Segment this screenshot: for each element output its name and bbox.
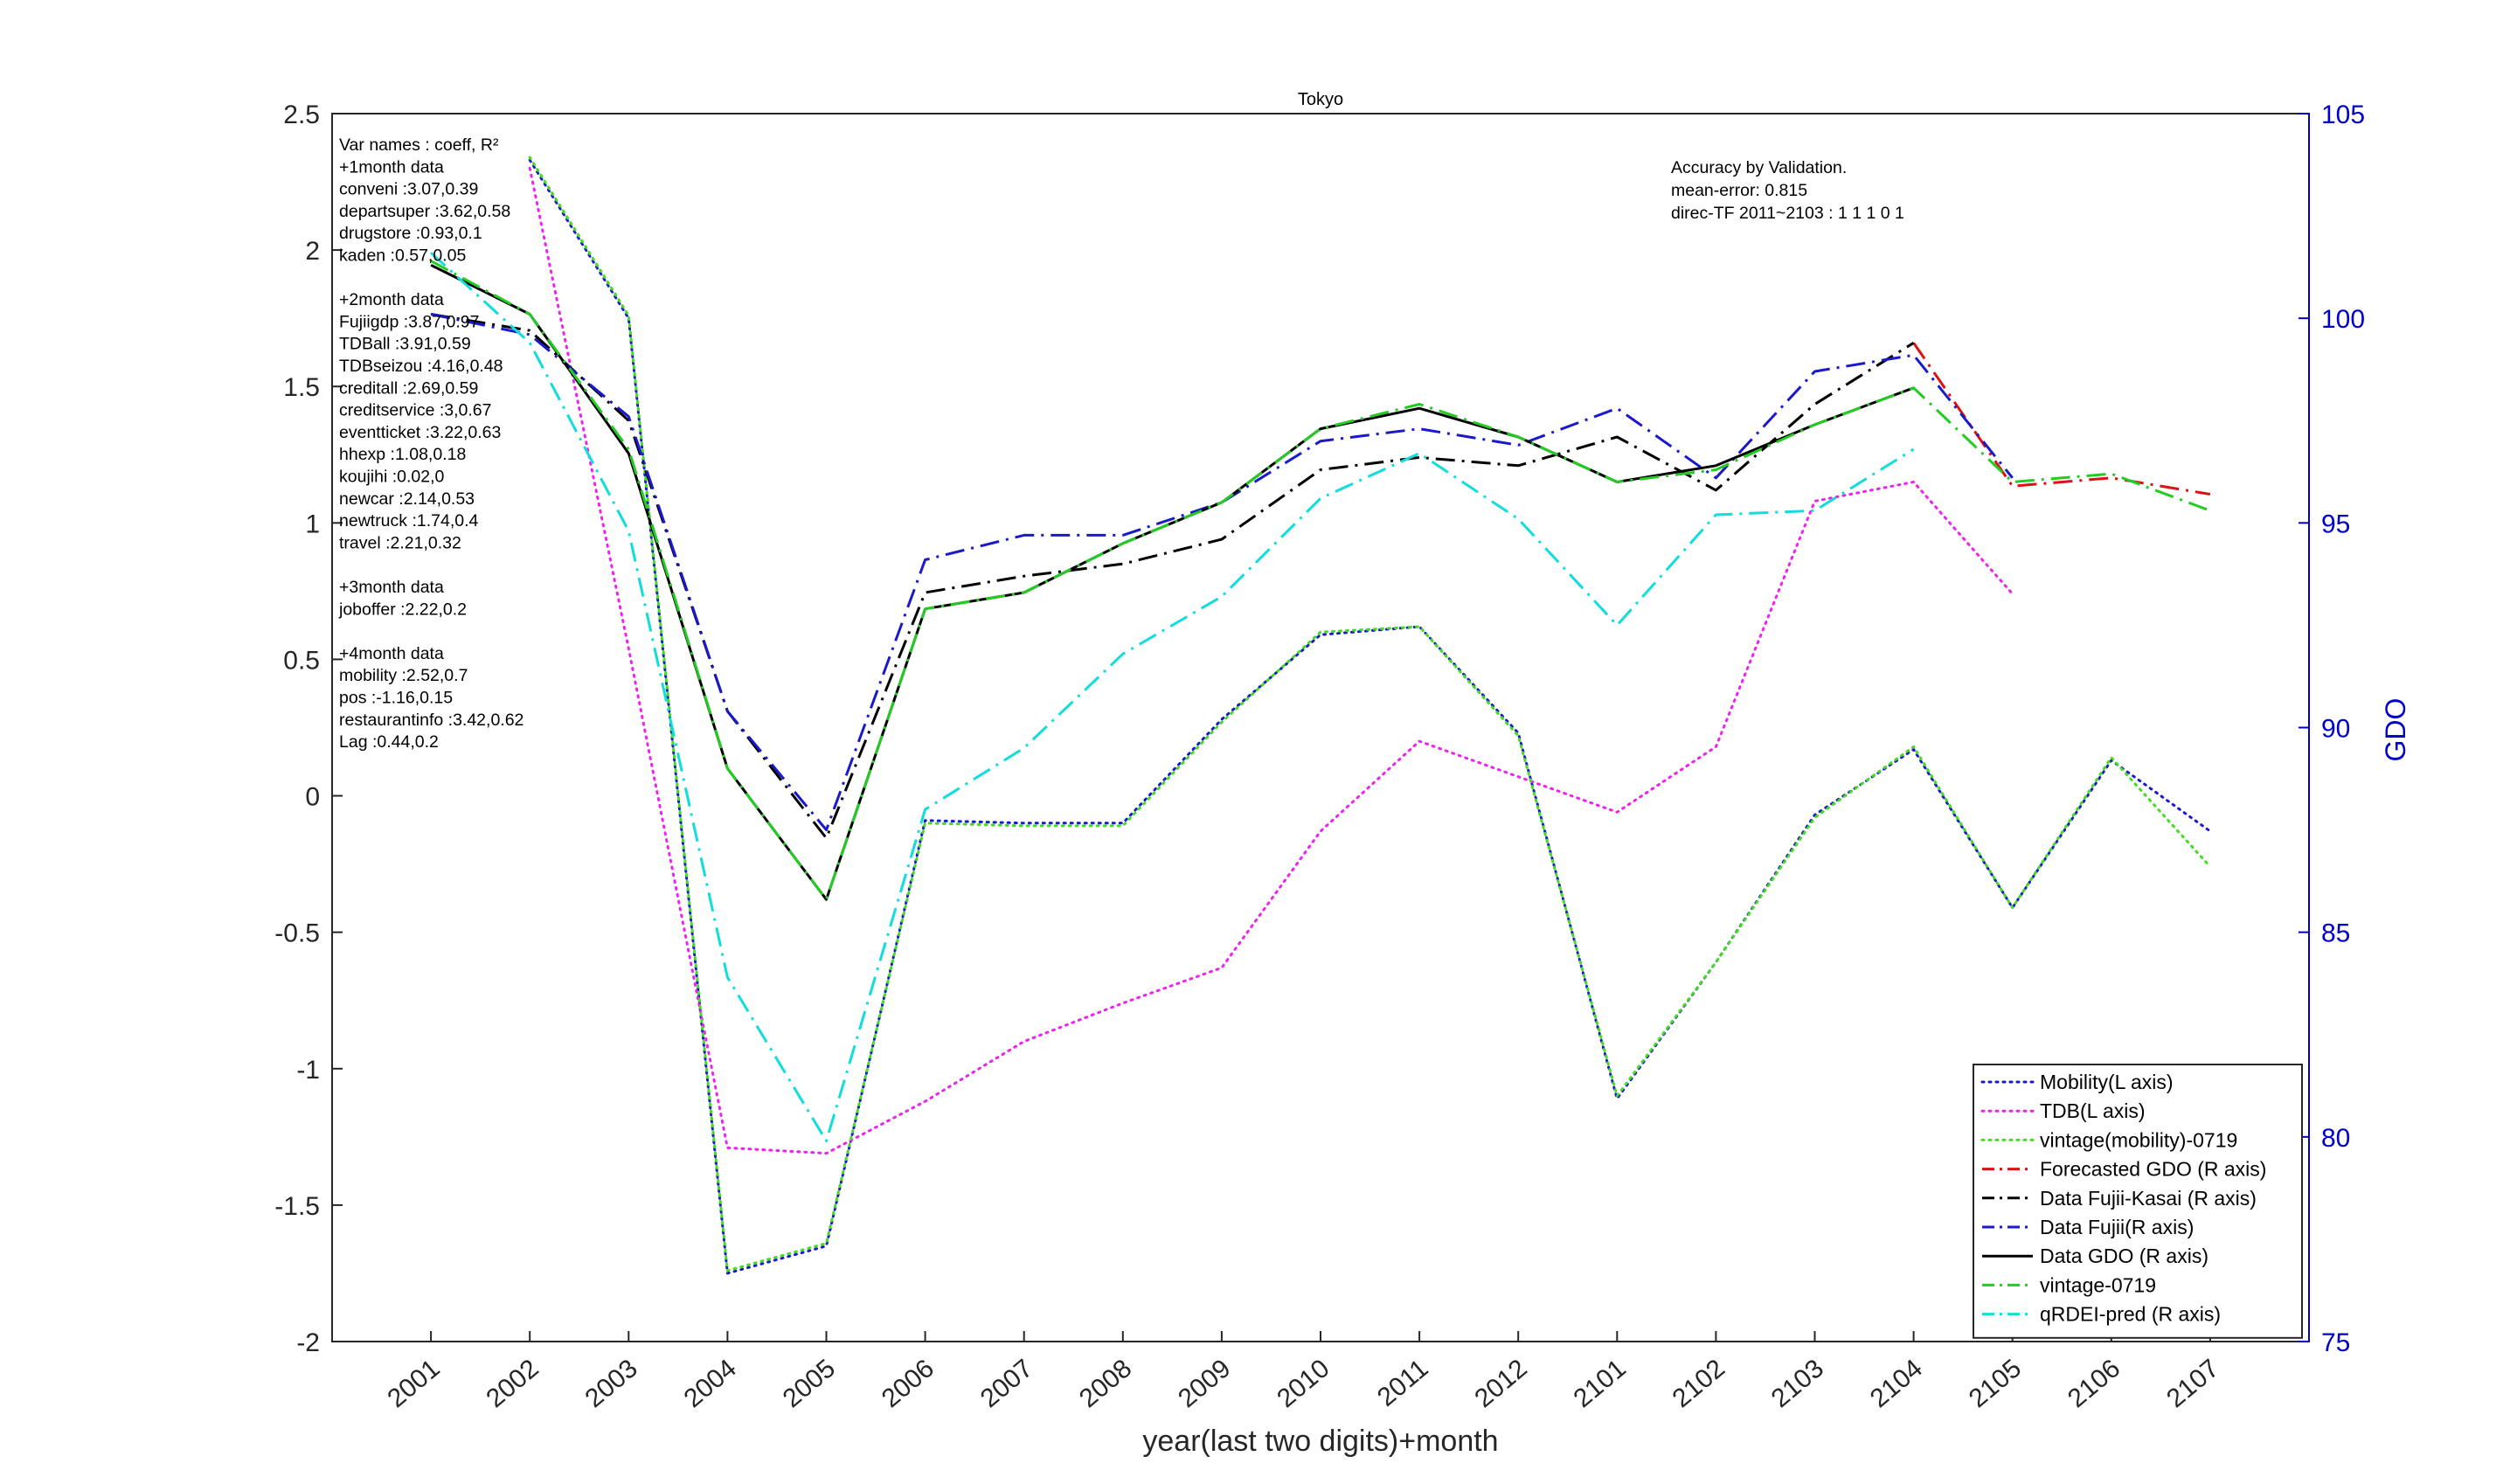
- var-names-line: travel :2.21,0.32: [339, 533, 461, 552]
- right-tick-label: 95: [2321, 510, 2350, 538]
- var-names-line: newtruck :1.74,0.4: [339, 511, 478, 530]
- right-tick-label: 90: [2321, 715, 2350, 744]
- series-layer: [430, 156, 2212, 1275]
- left-tick-label: 1.5: [283, 373, 320, 402]
- series-line: [528, 166, 2014, 1155]
- x-tick-label: 2106: [2063, 1354, 2125, 1413]
- x-tick-label: 2104: [1865, 1354, 1928, 1413]
- var-names-line: Var names : coeff, R²: [339, 135, 499, 155]
- right-axis-label: GDO: [2380, 698, 2411, 762]
- var-names-line: Fujiigdp :3.87,0.97: [339, 312, 479, 331]
- x-tick-label: 2011: [1372, 1354, 1434, 1412]
- right-tick-label: 100: [2321, 305, 2365, 334]
- x-tick-label: 2101: [1568, 1354, 1631, 1413]
- var-names-annotation: Var names : coeff, R²+1month data conveni…: [338, 135, 524, 752]
- legend-label: vintage-0719: [2040, 1273, 2156, 1296]
- x-tick-label: 2105: [1964, 1354, 2027, 1413]
- var-names-line: newcar :2.14,0.53: [339, 489, 475, 509]
- var-names-line: creditservice :3,0.67: [339, 401, 492, 420]
- var-names-line: TDBseizou :4.16,0.48: [339, 357, 503, 376]
- var-names-line: eventticket :3.22,0.63: [339, 423, 501, 442]
- x-tick-label: 2004: [679, 1354, 742, 1413]
- accuracy-annotation: Accuracy by Validation. mean-error: 0.815…: [1671, 158, 1904, 223]
- var-names-line: mobility :2.52,0.7: [339, 666, 468, 685]
- var-names-line: drugstore :0.93,0.1: [339, 224, 482, 243]
- left-tick-label: 0: [305, 783, 320, 812]
- x-tick-label: 2102: [1668, 1354, 1730, 1413]
- x-tick-label: 2002: [481, 1354, 544, 1413]
- left-tick-label: 2: [305, 237, 320, 266]
- var-names-line: TDBall :3.91,0.59: [339, 335, 471, 354]
- left-tick-label: 2.5: [283, 101, 320, 129]
- left-tick-label: -1: [296, 1056, 320, 1085]
- right-tick-label: 80: [2321, 1124, 2350, 1153]
- var-names-line: kaden :0.57,0.05: [339, 246, 466, 266]
- legend-label: TDB(L axis): [2040, 1099, 2146, 1122]
- left-tick-label: -0.5: [274, 919, 320, 948]
- right-tick-label: 75: [2321, 1328, 2350, 1357]
- x-tick-label: 2010: [1272, 1354, 1335, 1413]
- var-names-line: joboffer :2.22,0.2: [338, 600, 467, 619]
- legend: Mobility(L axis) TDB(L axis) vintage(mobil…: [1973, 1064, 2303, 1339]
- x-tick-label: 2001: [382, 1354, 445, 1413]
- var-names-line: +4month data: [339, 644, 444, 663]
- var-names-line: restaurantinfo :3.42,0.62: [339, 711, 524, 730]
- var-names-line: Lag :0.44,0.2: [339, 732, 439, 752]
- x-tick-label: 2107: [2161, 1354, 2224, 1413]
- var-names-line: +3month data: [339, 578, 444, 597]
- x-tick-label: 2003: [579, 1354, 642, 1413]
- left-tick-label: 0.5: [283, 646, 320, 675]
- series-line: [528, 158, 2212, 1275]
- series-line: [430, 313, 2014, 832]
- legend-label: Mobility(L axis): [2040, 1071, 2174, 1093]
- series-line: [528, 156, 2212, 1272]
- var-names-line: creditall :2.69,0.59: [339, 378, 478, 398]
- legend-label: Forecasted GDO (R axis): [2040, 1158, 2266, 1181]
- accuracy-line: mean-error: 0.815: [1671, 181, 1807, 200]
- right-axis: 75 80 85 90 95 100 105: [2299, 101, 2365, 1357]
- var-names-line: hhexp :1.08,0.18: [339, 445, 466, 464]
- left-tick-label: 1: [305, 510, 320, 538]
- x-tick-label: 2103: [1766, 1354, 1829, 1413]
- var-names-line: koujihi :0.02,0: [339, 468, 444, 487]
- x-axis-label: year(last two digits)+month: [1142, 1425, 1498, 1458]
- x-tick-label: 2007: [975, 1354, 1038, 1413]
- legend-label: Data Fujii-Kasai (R axis): [2040, 1187, 2257, 1210]
- legend-label: Data GDO (R axis): [2040, 1245, 2208, 1267]
- left-axis: -2 -1.5 -1 -0.5 0 0.5 1 1.5 2 2.5: [274, 101, 343, 1357]
- legend-box: [1973, 1064, 2303, 1339]
- var-names-line: +1month data: [339, 157, 444, 177]
- right-tick-label: 85: [2321, 919, 2350, 948]
- var-names-line: pos :-1.16,0.15: [339, 689, 453, 708]
- series-line: [430, 313, 1915, 840]
- chart-title: Tokyo: [1298, 90, 1343, 109]
- x-axis: 2001 2002 2003 2004 2005 2006 2007 2008 2009 2010…: [382, 1331, 2224, 1413]
- series-line: [430, 252, 1915, 1142]
- x-tick-label: 2006: [877, 1354, 940, 1413]
- legend-label: Data Fujii(R axis): [2040, 1216, 2194, 1238]
- var-names-line: +2month data: [339, 290, 444, 309]
- x-tick-label: 2008: [1074, 1354, 1137, 1413]
- right-tick-label: 105: [2321, 101, 2365, 129]
- var-names-line: conveni :3.07,0.39: [339, 180, 478, 199]
- x-tick-label: 2009: [1173, 1354, 1236, 1413]
- var-names-line: departsuper :3.62,0.58: [339, 202, 510, 221]
- left-tick-label: -2: [296, 1328, 320, 1357]
- series-line: [430, 260, 2211, 901]
- accuracy-line: Accuracy by Validation.: [1671, 158, 1847, 177]
- legend-label: vintage(mobility)-0719: [2040, 1128, 2237, 1151]
- legend-label: qRDEI-pred (R axis): [2040, 1303, 2221, 1326]
- left-tick-label: -1.5: [274, 1192, 320, 1221]
- x-tick-label: 2012: [1469, 1354, 1532, 1413]
- accuracy-line: direc-TF 2011~2103 : 1 1 1 0 1: [1671, 204, 1904, 223]
- x-tick-label: 2005: [778, 1354, 841, 1413]
